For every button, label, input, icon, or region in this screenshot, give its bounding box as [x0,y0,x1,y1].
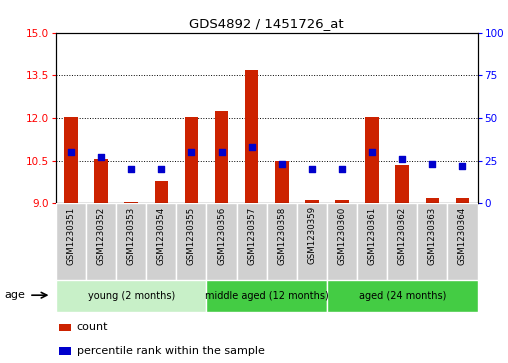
Bar [86,203,116,280]
Text: GSM1230358: GSM1230358 [277,206,287,265]
Text: GSM1230359: GSM1230359 [307,206,316,265]
Point [217,149,226,155]
Bar [94,159,108,203]
Bar [297,203,327,280]
Bar [275,160,289,203]
Point [338,166,346,172]
Bar [146,203,176,280]
Point [458,163,466,169]
Text: GSM1230363: GSM1230363 [428,206,437,265]
Bar [215,111,228,203]
FancyBboxPatch shape [327,280,478,312]
Bar [417,203,448,280]
Bar [59,347,71,355]
Bar [305,200,319,203]
Text: GSM1230360: GSM1230360 [337,206,346,265]
Bar [456,197,469,203]
Text: aged (24 months): aged (24 months) [359,291,446,301]
Point [157,166,166,172]
Bar [206,203,237,280]
Text: GSM1230351: GSM1230351 [67,206,76,265]
Bar [237,203,267,280]
Point [278,161,286,167]
Point [127,166,135,172]
Bar [357,203,387,280]
Bar [59,323,71,331]
Point [67,149,75,155]
Bar [116,203,146,280]
Text: GSM1230354: GSM1230354 [157,206,166,265]
Text: GSM1230364: GSM1230364 [458,206,467,265]
Text: percentile rank within the sample: percentile rank within the sample [77,346,265,356]
Bar [64,117,78,203]
Bar [395,165,409,203]
Text: middle aged (12 months): middle aged (12 months) [205,291,329,301]
Bar [365,117,379,203]
Bar [154,180,168,203]
Text: age: age [5,290,25,300]
Point [398,156,406,162]
Bar [176,203,206,280]
FancyBboxPatch shape [206,280,327,312]
Text: GSM1230353: GSM1230353 [126,206,136,265]
Point [308,166,316,172]
Bar [387,203,417,280]
Point [247,144,256,150]
Title: GDS4892 / 1451726_at: GDS4892 / 1451726_at [189,17,344,30]
Point [428,161,436,167]
Point [368,149,376,155]
Bar [426,197,439,203]
Text: GSM1230362: GSM1230362 [398,206,407,265]
Text: GSM1230352: GSM1230352 [97,206,106,265]
Bar [124,202,138,203]
Bar [448,203,478,280]
Bar [245,70,259,203]
Text: GSM1230356: GSM1230356 [217,206,226,265]
Text: count: count [77,322,108,332]
FancyBboxPatch shape [56,280,206,312]
Text: GSM1230355: GSM1230355 [187,206,196,265]
Point [97,154,105,160]
Text: GSM1230357: GSM1230357 [247,206,256,265]
Bar [327,203,357,280]
Bar [56,203,86,280]
Bar [267,203,297,280]
Bar [184,117,198,203]
Point [187,149,196,155]
Bar [335,200,349,203]
Text: GSM1230361: GSM1230361 [368,206,376,265]
Text: young (2 months): young (2 months) [87,291,175,301]
